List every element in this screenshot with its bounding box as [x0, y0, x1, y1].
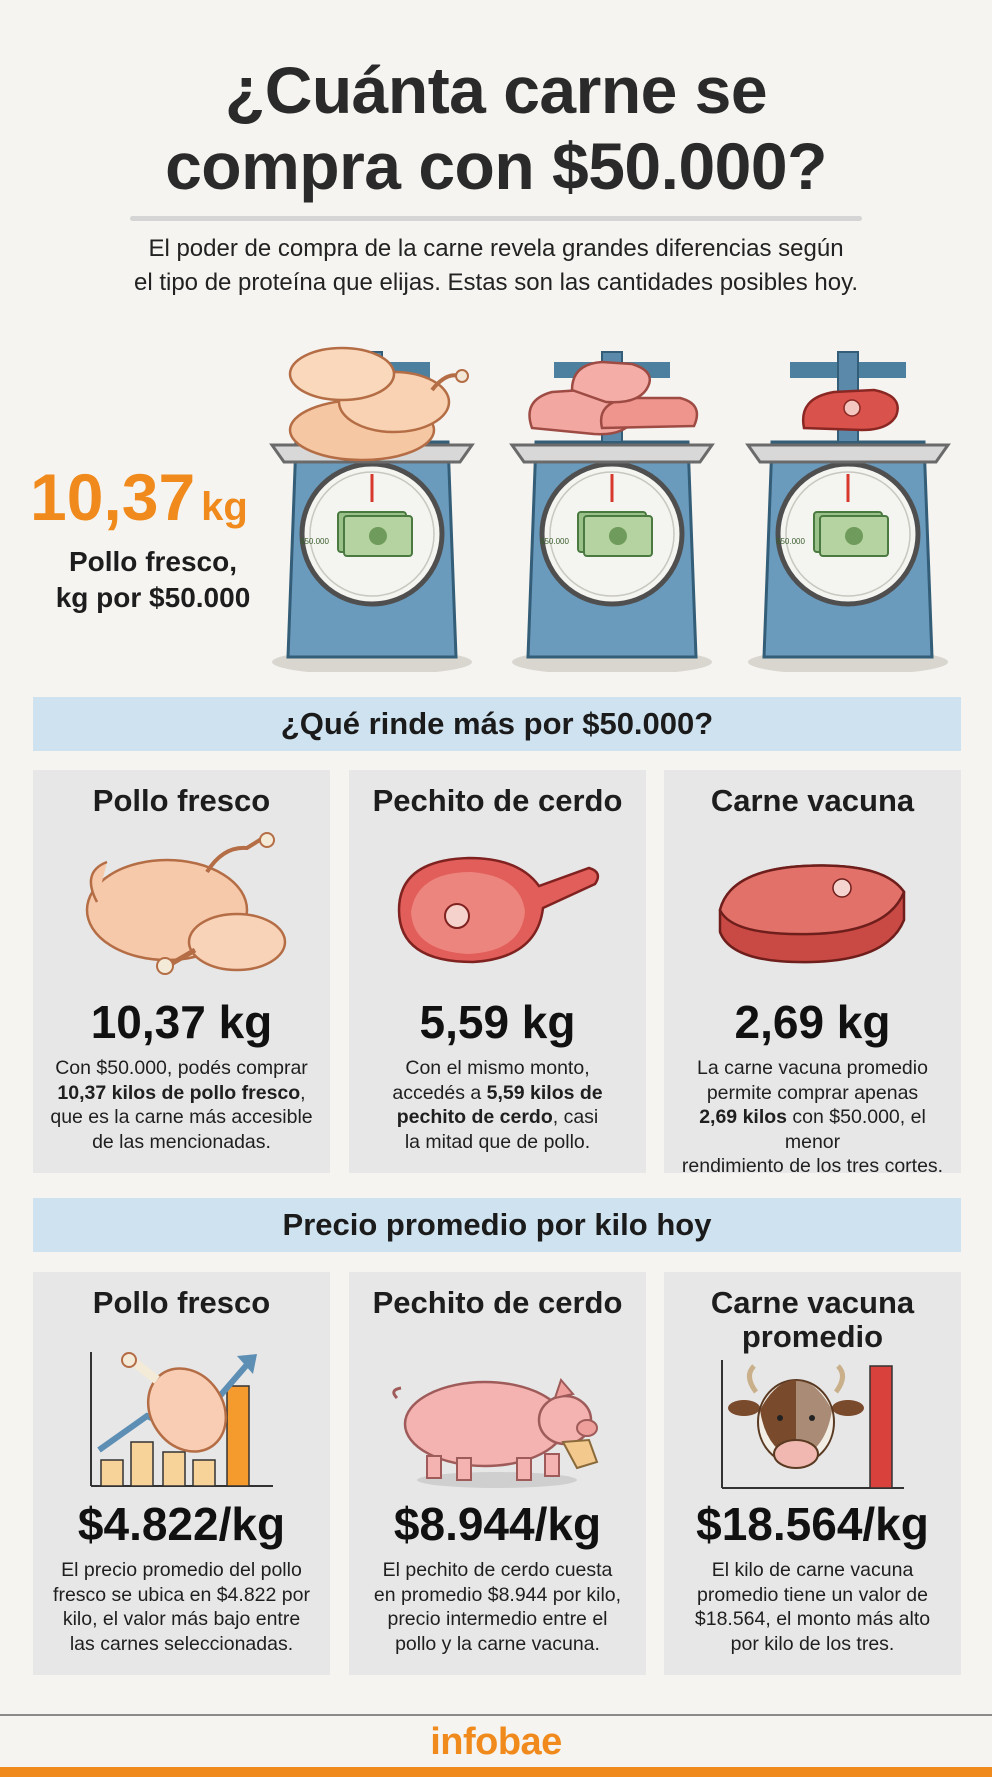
- desc-line: Con $50.000, podés comprar: [55, 1057, 308, 1079]
- card-price-beef: Carne vacuna promedio $18.564/kg El kilo…: [664, 1272, 961, 1675]
- desc-line: precio intermedio entre el: [387, 1608, 608, 1630]
- card-title: Pollo fresco: [92, 783, 271, 818]
- hero-number: 10,37: [30, 460, 196, 534]
- desc-line: pollo y la carne vacuna.: [395, 1632, 600, 1655]
- card-title: Pechito de cerdo: [372, 783, 623, 818]
- card-price-chicken: Pollo fresco $4.822/kg El precio promedi…: [33, 1272, 330, 1675]
- card-yield-beef: Carne vacuna 2,69 kg La carne vacuna pro…: [664, 770, 961, 1177]
- chicken-icon: [288, 346, 469, 462]
- card-value: 5,59 kg: [419, 996, 576, 1048]
- desc-pre: accedés a: [392, 1081, 487, 1104]
- card-title: Carne vacuna promedio: [664, 1286, 961, 1354]
- bill-text-2: $50.000: [540, 537, 569, 546]
- desc-line: El precio promedio del pollo: [61, 1559, 302, 1581]
- desc-line: $18.564, el monto más alto: [694, 1608, 931, 1630]
- pork-cuts-icon: [528, 360, 699, 436]
- desc-rest: , casi: [552, 1106, 599, 1128]
- scales-illustration: $50.000 $50.000 $50.000: [250, 312, 970, 672]
- desc-line: de las mencionadas.: [92, 1130, 271, 1153]
- pork-chop-icon: [397, 856, 600, 964]
- page-title: ¿Cuánta carne se compra con $50.000?: [0, 52, 992, 204]
- title-divider: [130, 216, 862, 221]
- desc-line: por kilo de los tres.: [730, 1632, 895, 1655]
- desc-line: 2,69 kilos con $50.000, el menor: [672, 1105, 953, 1154]
- card-yield-pork: Pechito de cerdo 5,59 kg Con el mismo mo…: [349, 770, 646, 1173]
- desc-bold: 10,37 kilos de pollo fresco: [57, 1081, 301, 1104]
- desc-line: las carnes seleccionadas.: [69, 1632, 294, 1655]
- desc-line: en promedio $8.944 por kilo,: [373, 1583, 622, 1606]
- chicken-leg-chart-icon: [90, 1352, 273, 1487]
- beef-icon: [801, 388, 899, 432]
- footer-accent-bar: [0, 1767, 992, 1777]
- card-yield-chicken: Pollo fresco 10,37 kg Con $50.000, podés…: [33, 770, 330, 1173]
- card-value: $4.822/kg: [77, 1498, 286, 1550]
- footer-divider: [0, 1714, 992, 1716]
- page-subtitle: El poder de compra de la carne revela gr…: [40, 232, 952, 300]
- card-price-pork: Pechito de cerdo $8.944/kg El pechito de…: [349, 1272, 646, 1675]
- hero-label-line1: Pollo fresco,: [68, 546, 238, 577]
- card-title-line2: promedio: [741, 1319, 884, 1354]
- card-value: $8.944/kg: [393, 1498, 602, 1550]
- desc-bold: pechito de cerdo: [396, 1106, 553, 1128]
- card-description: Con el mismo monto, accedés a 5,59 kilos…: [357, 1056, 638, 1154]
- desc-bold: 5,59 kilos de: [486, 1081, 603, 1104]
- card-title: Pechito de cerdo: [349, 1286, 646, 1320]
- section-heading-yield: ¿Qué rinde más por $50.000?: [33, 697, 961, 751]
- desc-line: kilo, el valor más bajo entre: [62, 1608, 301, 1630]
- hero-label-line2: kg por $50.000: [55, 582, 251, 613]
- desc-line: promedio tiene un valor de: [697, 1583, 928, 1606]
- card-title: Carne vacuna: [710, 783, 915, 818]
- page-title-line2: compra con $50.000?: [165, 129, 827, 203]
- desc-line: la mitad que de pollo.: [404, 1130, 591, 1153]
- card-description: El pechito de cerdo cuesta en promedio $…: [357, 1558, 638, 1656]
- scale-chicken: [250, 322, 472, 672]
- page-title-line1: ¿Cuánta carne se: [224, 53, 768, 127]
- subtitle-line2: el tipo de proteína que elijas. Estas so…: [133, 269, 858, 296]
- scale-beef: [670, 322, 948, 672]
- desc-line: Con el mismo monto,: [405, 1057, 590, 1079]
- desc-rest: ,: [300, 1081, 306, 1104]
- card-title-line1: Pechito de cerdo: [372, 1285, 623, 1320]
- section-heading-price: Precio promedio por kilo hoy: [33, 1198, 961, 1252]
- card-description: La carne vacuna promedio permite comprar…: [672, 1056, 953, 1179]
- card-title-line1: Pollo fresco: [92, 1285, 271, 1320]
- hero-label: Pollo fresco, kg por $50.000: [28, 544, 278, 616]
- brand-logo[interactable]: infobae: [430, 1721, 562, 1763]
- desc-bold: 2,69 kilos: [699, 1106, 788, 1128]
- card-description: El kilo de carne vacuna promedio tiene u…: [672, 1558, 953, 1656]
- desc-line: permite comprar apenas: [706, 1081, 919, 1104]
- card-value: $18.564/kg: [696, 1498, 929, 1550]
- bill-text-1: $50.000: [300, 537, 329, 546]
- pig-icon: [392, 1378, 599, 1488]
- subtitle-line1: El poder de compra de la carne revela gr…: [148, 235, 844, 262]
- desc-line: fresco se ubica en $4.822 por: [53, 1583, 310, 1606]
- scale-pork: [434, 322, 712, 672]
- desc-line: El kilo de carne vacuna: [711, 1559, 914, 1581]
- cow-chart-icon: [721, 1360, 904, 1489]
- card-value: 10,37 kg: [90, 996, 273, 1048]
- card-title: Pollo fresco: [33, 1286, 330, 1320]
- desc-line: 10,37 kilos de pollo fresco,: [41, 1081, 322, 1106]
- roast-chicken-icon: [85, 832, 287, 975]
- desc-line: La carne vacuna promedio: [697, 1057, 928, 1079]
- hero-unit: kg: [201, 485, 248, 529]
- beef-steak-icon: [718, 864, 906, 964]
- card-description: El precio promedio del pollo fresco se u…: [41, 1558, 322, 1656]
- desc-line: pechito de cerdo, casi: [357, 1105, 638, 1130]
- card-title-line1: Carne vacuna: [710, 1285, 915, 1320]
- desc-line: que es la carne más accesible: [50, 1106, 313, 1128]
- bill-text-3: $50.000: [776, 537, 805, 546]
- desc-line: rendimiento de los tres cortes.: [681, 1155, 944, 1177]
- card-description: Con $50.000, podés comprar 10,37 kilos d…: [41, 1056, 322, 1154]
- hero-value: 10,37 kg: [30, 462, 248, 542]
- desc-rest: con $50.000, el menor: [784, 1106, 926, 1153]
- desc-line: accedés a 5,59 kilos de: [357, 1081, 638, 1106]
- card-value: 2,69 kg: [734, 996, 891, 1048]
- desc-line: El pechito de cerdo cuesta: [382, 1559, 613, 1581]
